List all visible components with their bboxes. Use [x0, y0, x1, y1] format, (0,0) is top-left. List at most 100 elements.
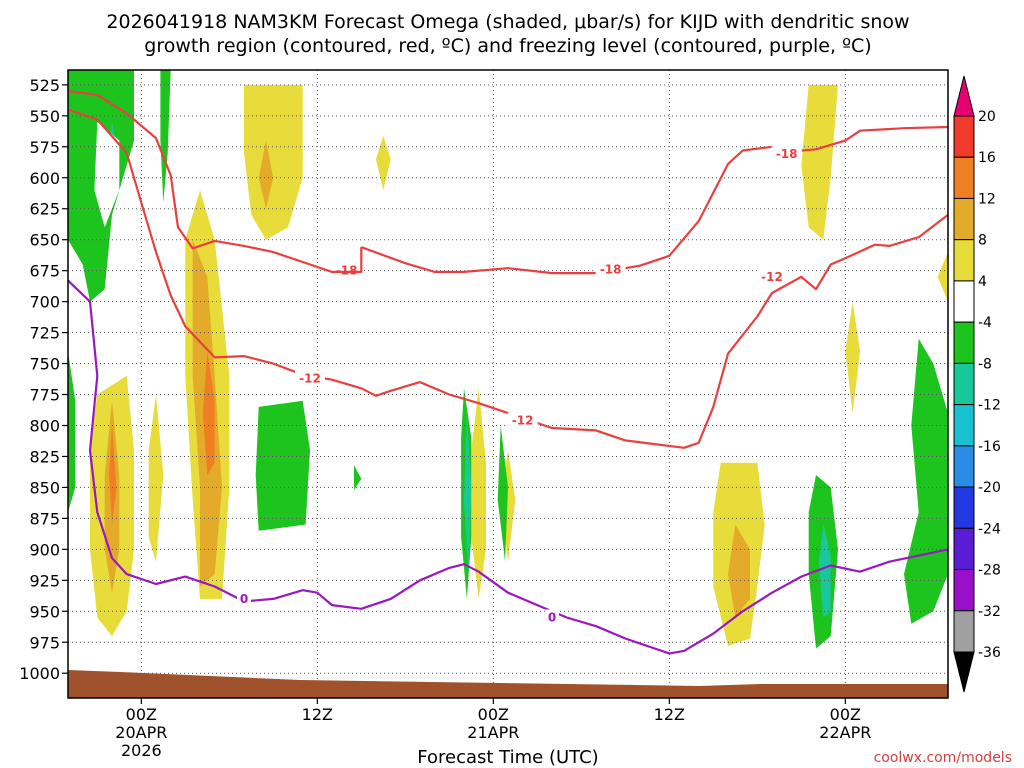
credit-text: coolwx.com/models: [874, 750, 1012, 766]
y-tick-600: 600: [29, 169, 60, 188]
colorbar-label-1: 16: [978, 150, 996, 166]
colorbar-box-8: [953, 445, 975, 488]
chart-title-line2: growth region (contoured, red, ºC) and f…: [144, 35, 871, 57]
x-tick-3-line1: 12Z: [654, 705, 685, 724]
colorbar-top-arrow: [953, 75, 975, 117]
colorbar-box-12: [953, 610, 975, 653]
y-tick-700: 700: [29, 293, 60, 312]
contour-label-0-0: -18: [336, 264, 358, 278]
colorbar-label-2: 12: [978, 191, 996, 207]
omega-shade-5-0: [94, 122, 120, 228]
omega-shade-1-3: [258, 140, 274, 209]
colorbar-box-2: [953, 197, 975, 241]
contour-label-2-0: -12: [299, 371, 321, 385]
y-tick-825: 825: [29, 447, 60, 466]
omega-shade-4-0: [464, 413, 472, 575]
colorbar-box-4: [953, 280, 975, 323]
y-tick-975: 975: [29, 633, 60, 652]
colorbar-box-1: [953, 156, 975, 199]
omega-shade-0-10: [937, 252, 948, 302]
x-tick-0-line2: 20APR: [115, 723, 167, 742]
y-tick-650: 650: [29, 231, 60, 250]
colorbar-box-7: [953, 404, 975, 447]
colorbar-label-13: -36: [978, 645, 1001, 661]
colorbar-label-8: -16: [978, 439, 1001, 455]
y-tick-800: 800: [29, 416, 60, 435]
contour-label-bg-0-1: [595, 261, 626, 277]
colorbar-label-6: -8: [978, 356, 992, 372]
contour-label-0-2: -18: [776, 147, 798, 161]
y-tick-1000: 1000: [19, 664, 60, 683]
y-tick-850: 850: [29, 478, 60, 497]
y-tick-900: 900: [29, 540, 60, 559]
colorbar-box-3: [953, 239, 975, 282]
plot-frame: [67, 69, 949, 699]
x-tick-2-line1: 00Z: [478, 705, 509, 724]
temperature-contours: -18 -18 -18 -12 -12 -12 0 0: [68, 90, 948, 655]
y-tick-750: 750: [29, 355, 60, 374]
colorbar: 20 16 12 8 4 -4 -8 -12 -16 -20 -24 -28 -32 -36: [953, 75, 1001, 693]
omega-shade-3-1: [68, 351, 76, 513]
colorbar-label-5: -4: [978, 315, 992, 331]
contour-label-bg-0-2: [771, 146, 802, 162]
y-tick-950: 950: [29, 602, 60, 621]
omega-shade-0-9: [845, 301, 860, 414]
contour-label-bg-2-1: [507, 412, 538, 428]
colorbar-label-9: -20: [978, 480, 1001, 496]
contour-label-3-0: 0: [240, 592, 248, 606]
contour-label-bg-2-2: [757, 268, 787, 284]
colorbar-label-12: -32: [978, 604, 1001, 620]
contour-label-2-1: -12: [512, 414, 534, 428]
colorbar-label-10: -24: [978, 521, 1001, 537]
grid: [68, 70, 948, 698]
colorbar-box-9: [953, 486, 975, 529]
contour-label-2-2: -12: [761, 270, 783, 284]
x-tick-0-line3: 2026: [121, 741, 162, 760]
contour-label-0-1: -18: [600, 262, 622, 276]
omega-shade-1-2: [728, 524, 750, 618]
omega-shade-2-1: [109, 425, 117, 525]
omega-shade-3-4: [354, 465, 362, 490]
colorbar-label-4: 4: [978, 274, 987, 290]
contour-label-bg-3-0: [237, 590, 251, 606]
y-tick-550: 550: [29, 107, 60, 126]
colorbar-box-11: [953, 569, 975, 612]
y-tick-725: 725: [29, 324, 60, 343]
y-tick-875: 875: [29, 509, 60, 528]
omega-shade-0-8: [801, 84, 838, 240]
colorbar-label-3: 8: [978, 233, 987, 249]
y-tick-625: 625: [29, 200, 60, 219]
contour--18-0: [360, 125, 948, 275]
x-tick-1-line1: 12Z: [302, 705, 333, 724]
y-tick-525: 525: [29, 76, 60, 95]
contour-label-bg-0-0: [331, 262, 362, 278]
x-tick-2-line2: 21APR: [467, 723, 519, 742]
omega-shade-0-2: [244, 84, 303, 240]
y-axis: 525 550 575 600 625 650 675 700 725 750 775 800 825 8…: [19, 76, 68, 683]
contour-label-bg-3-1: [545, 609, 559, 625]
x-axis-label: Forecast Time (UTC): [417, 747, 598, 768]
colorbar-label-7: -12: [978, 398, 1001, 414]
omega-shade-4-1: [818, 524, 831, 618]
colorbar-label-11: -28: [978, 563, 1001, 579]
colorbar-box-6: [953, 362, 975, 406]
colorbar-label-0: 20: [978, 109, 996, 125]
contour-0-3: [68, 279, 948, 655]
y-tick-925: 925: [29, 571, 60, 590]
omega-shade-0-4: [376, 135, 391, 191]
omega-shading: [68, 70, 948, 649]
contour-label-3-1: 0: [548, 610, 556, 624]
omega-shade-0-3: [148, 394, 164, 562]
y-tick-775: 775: [29, 386, 60, 405]
omega-shade-3-3: [255, 400, 310, 531]
ground-fill: [68, 670, 948, 698]
contour-label-bg-2-0: [295, 370, 325, 386]
omega-shade-3-6: [497, 425, 508, 562]
colorbar-bottom-arrow: [953, 651, 975, 693]
x-tick-0-line1: 00Z: [126, 705, 157, 724]
contour--18-1: [68, 90, 363, 273]
ground-terrain: [68, 670, 948, 698]
y-tick-675: 675: [29, 262, 60, 281]
